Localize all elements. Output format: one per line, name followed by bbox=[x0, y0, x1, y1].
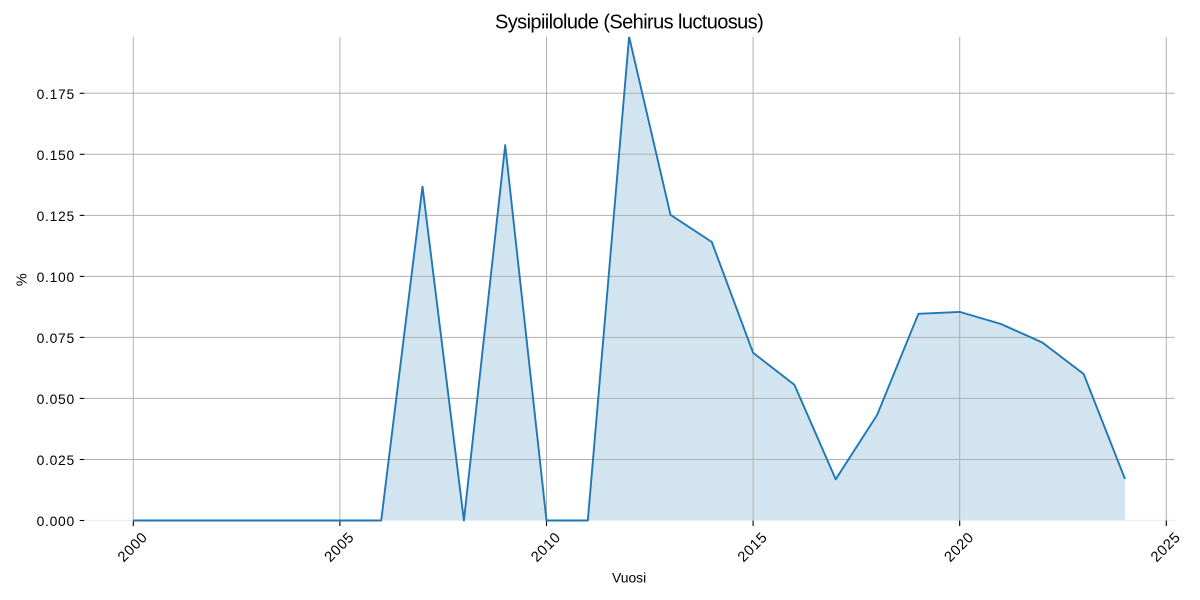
svg-text:%: % bbox=[14, 273, 30, 286]
svg-text:0.000: 0.000 bbox=[37, 513, 75, 529]
svg-text:0.050: 0.050 bbox=[37, 391, 75, 407]
svg-text:Sysipiilolude (Sehirus luctuos: Sysipiilolude (Sehirus luctuosus) bbox=[495, 12, 763, 34]
svg-text:0.125: 0.125 bbox=[37, 208, 75, 224]
svg-text:0.175: 0.175 bbox=[37, 86, 75, 102]
svg-text:0.025: 0.025 bbox=[37, 452, 75, 468]
svg-text:0.150: 0.150 bbox=[37, 147, 75, 163]
svg-text:Vuosi: Vuosi bbox=[612, 569, 646, 585]
svg-text:0.075: 0.075 bbox=[37, 330, 75, 346]
svg-text:0.100: 0.100 bbox=[37, 269, 75, 285]
